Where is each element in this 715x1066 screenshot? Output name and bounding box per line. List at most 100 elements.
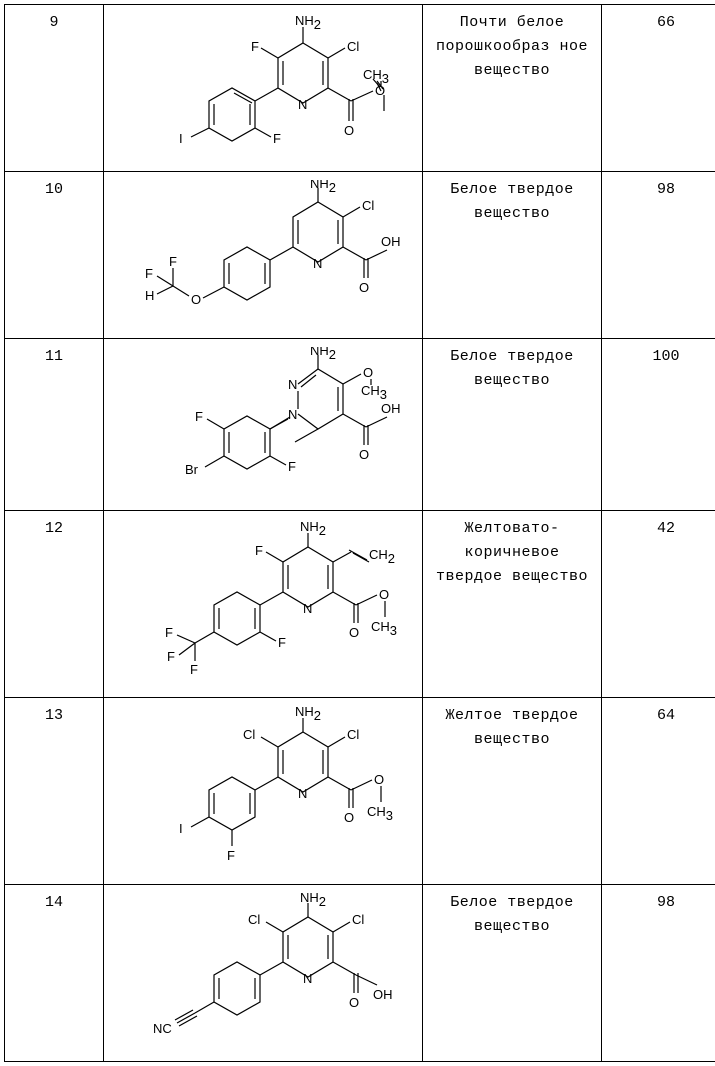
svg-text:NH2: NH2 [310,347,336,362]
table-row: 12 NH2 F CH2 N O O CH3 F F F F Желтовато… [5,511,715,698]
svg-text:N: N [303,971,312,986]
svg-text:N: N [298,786,307,801]
svg-text:OH: OH [381,234,401,249]
cell-structure: NH2 Cl Cl N O O CH3 F I [104,698,423,885]
svg-text:CH3: CH3 [371,619,397,638]
svg-text:I: I [179,821,183,836]
cell-description: Желтое твердое вещество [423,698,602,885]
svg-text:Cl: Cl [248,912,260,927]
svg-text:OH: OH [381,401,401,416]
desc-text: Желтовато- коричневое твердое вещество [436,520,588,585]
structure-svg: NH2 F CH2 N O O CH3 F F F F [123,519,403,689]
cell-description: Желтовато- коричневое твердое вещество [423,511,602,698]
desc-text: Желтое твердое вещество [445,707,578,748]
desc-text: Белое твердое вещество [450,348,574,389]
svg-text:NH2: NH2 [300,519,326,538]
structure-svg: NH2 F Cl N O O CH3 F I [133,13,393,163]
val-text: 98 [657,181,675,198]
svg-text:NH2: NH2 [295,706,321,723]
structure-svg: NH2 Cl Cl N O O CH3 F I [123,706,403,876]
val-text: 100 [652,348,679,365]
svg-text:I: I [179,131,183,146]
svg-text:NH2: NH2 [295,13,321,32]
cell-id: 14 [5,885,104,1062]
val-text: 66 [657,14,675,31]
svg-text:F: F [227,848,235,863]
structure-svg: NH2 Cl Cl N O OH NC [123,893,403,1053]
cell-value: 100 [602,339,715,511]
svg-text:F: F [278,635,286,650]
page: 9 NH2 F Cl N O O CH3 F I Почти белое пор… [0,0,715,1066]
svg-text:O: O [344,123,354,138]
svg-text:F: F [190,662,198,677]
svg-text:N: N [313,256,322,271]
svg-text:Cl: Cl [243,727,255,742]
cell-description: Белое твердое вещество [423,885,602,1062]
cell-structure: NH2 Cl N O OH O H F F [104,172,423,339]
cell-description: Почти белое порошкообраз ное вещество [423,5,602,172]
compound-table: 9 NH2 F Cl N O O CH3 F I Почти белое пор… [4,4,715,1062]
cell-structure: NH2 F Cl N O O CH3 F I [104,5,423,172]
svg-text:O: O [363,365,373,380]
desc-text: Белое твердое вещество [450,894,574,935]
id-text: 9 [49,14,58,31]
cell-value: 42 [602,511,715,698]
desc-text: Почти белое порошкообраз ное вещество [436,14,588,79]
svg-text:F: F [169,254,177,269]
table-row: 13 NH2 Cl Cl N O O CH3 F I Желтое твердо… [5,698,715,885]
val-text: 98 [657,894,675,911]
id-text: 13 [45,707,63,724]
svg-text:Cl: Cl [347,39,359,54]
svg-text:F: F [167,649,175,664]
svg-text:NC: NC [153,1021,172,1036]
svg-text:F: F [273,131,281,146]
svg-text:O: O [359,280,369,295]
svg-text:N: N [288,377,297,392]
svg-text:NH2: NH2 [300,893,326,909]
cell-structure: NH2 F CH2 N O O CH3 F F F F [104,511,423,698]
svg-text:F: F [255,543,263,558]
cell-value: 66 [602,5,715,172]
cell-description: Белое твердое вещество [423,339,602,511]
svg-text:Cl: Cl [352,912,364,927]
id-text: 11 [45,348,63,365]
cell-id: 13 [5,698,104,885]
id-text: 12 [45,520,63,537]
svg-text:O: O [191,292,201,307]
structure-svg: N N NH2 O CH3 O OH F F Br [123,347,403,502]
cell-structure: N N NH2 O CH3 O OH F F Br [104,339,423,511]
svg-text:O: O [374,772,384,787]
cell-id: 11 [5,339,104,511]
svg-text:Cl: Cl [347,727,359,742]
svg-text:O: O [379,587,389,602]
svg-text:CH2: CH2 [369,547,395,566]
svg-text:Br: Br [185,462,199,477]
svg-text:CH3: CH3 [367,804,393,823]
cell-structure: NH2 Cl Cl N O OH NC [104,885,423,1062]
desc-text: Белое твердое вещество [450,181,574,222]
svg-text:O: O [349,995,359,1010]
svg-text:CH3: CH3 [361,383,387,402]
id-text: 14 [45,894,63,911]
svg-text:F: F [251,39,259,54]
svg-text:O: O [344,810,354,825]
val-text: 64 [657,707,675,724]
svg-text:F: F [145,266,153,281]
table-row: 9 NH2 F Cl N O O CH3 F I Почти белое пор… [5,5,715,172]
svg-text:F: F [165,625,173,640]
svg-text:F: F [195,409,203,424]
svg-text:NH2: NH2 [310,180,336,195]
val-text: 42 [657,520,675,537]
svg-text:H: H [145,288,154,303]
svg-text:O: O [359,447,369,462]
structure-svg: NH2 Cl N O OH O H F F [123,180,403,330]
cell-description: Белое твердое вещество [423,172,602,339]
cell-value: 98 [602,885,715,1062]
svg-text:F: F [288,459,296,474]
cell-id: 10 [5,172,104,339]
table-row: 14 NH2 Cl Cl N O OH NC Белое твердое вещ… [5,885,715,1062]
id-text: 10 [45,181,63,198]
svg-text:N: N [298,97,307,112]
table-row: 11 N N NH2 O CH3 O OH F F Br Белое тверд… [5,339,715,511]
svg-text:N: N [303,601,312,616]
